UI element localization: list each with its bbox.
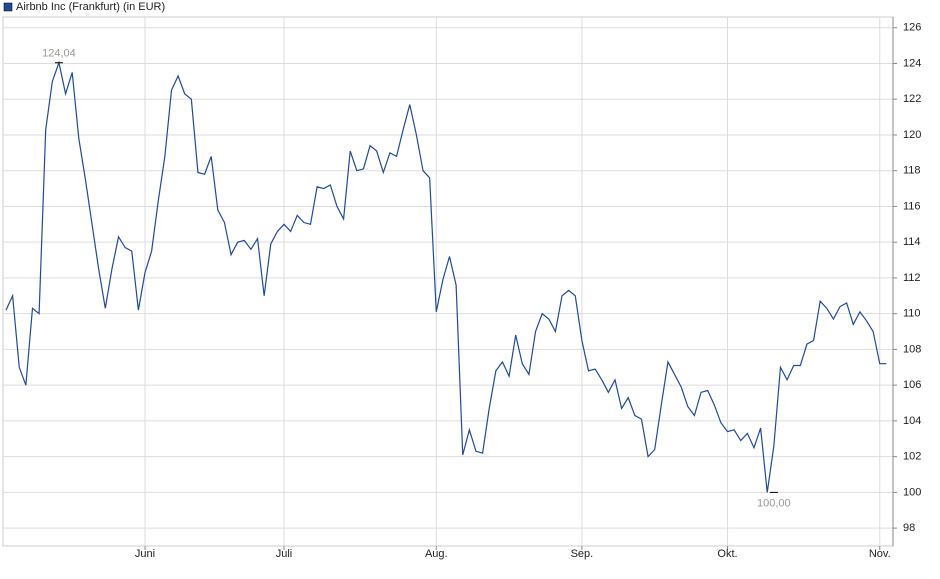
x-tick-label: Okt. (717, 548, 737, 560)
y-tick-label: 112 (903, 272, 921, 284)
y-tick-label: 114 (903, 236, 921, 248)
x-tick-label: Nov. (869, 548, 891, 560)
price-line (5, 60, 887, 493)
y-tick-label: 126 (903, 22, 921, 34)
x-tick-label: Aug. (425, 548, 448, 560)
legend-swatch (3, 2, 13, 12)
y-tick-label: 98 (903, 522, 915, 534)
y-tick-label: 108 (903, 343, 921, 355)
y-tick-label: 122 (903, 93, 921, 105)
y-tick-label: 120 (903, 129, 921, 141)
annotation-label: 124,04 (42, 48, 76, 60)
y-tick-label: 124 (903, 57, 921, 69)
y-tick-label: 106 (903, 379, 921, 391)
y-tick-label: 100 (903, 486, 921, 498)
y-tick-label: 102 (903, 451, 921, 463)
x-tick-label: Juni (135, 548, 155, 560)
annotation-label: 100,00 (757, 497, 791, 509)
x-tick-label: Sep. (571, 548, 594, 560)
x-tick-label: Juli (276, 548, 293, 560)
y-tick-label: 110 (903, 308, 921, 320)
legend-label: Airbnb Inc (Frankfurt) (in EUR) (16, 1, 165, 13)
y-tick-label: 104 (903, 415, 921, 427)
y-tick-label: 116 (903, 200, 921, 212)
y-tick-label: 118 (903, 165, 921, 177)
